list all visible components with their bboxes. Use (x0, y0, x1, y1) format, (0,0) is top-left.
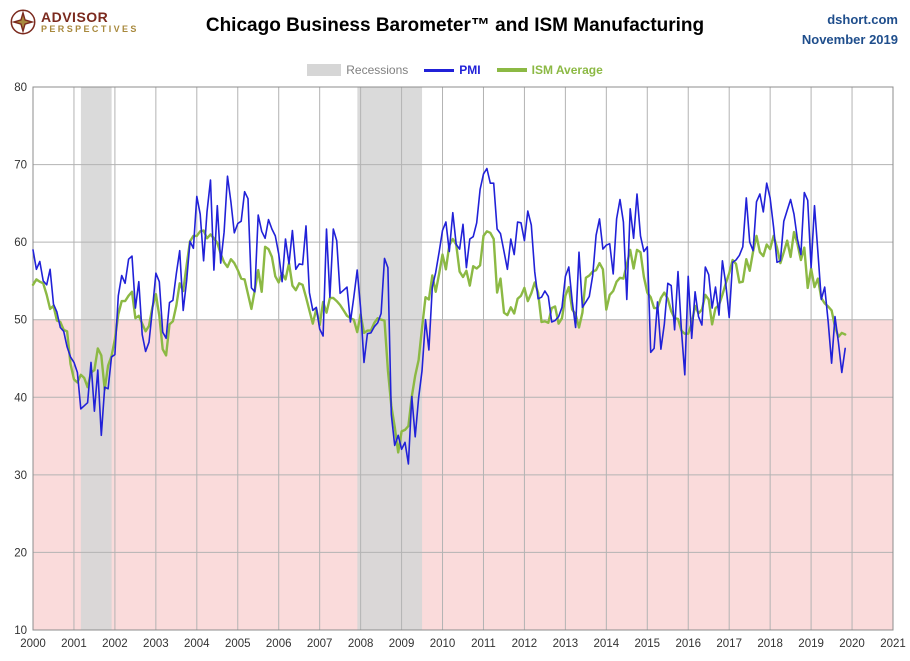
x-axis-tick-label: 2017 (716, 638, 742, 650)
x-axis-tick-label: 2012 (512, 638, 538, 650)
compass-logo-icon (10, 9, 36, 35)
y-axis-tick-label: 40 (14, 392, 27, 404)
header: ADVISOR PERSPECTIVES Chicago Business Ba… (0, 0, 910, 58)
pmi-label: PMI (459, 63, 481, 77)
brand-name: ADVISOR PERSPECTIVES (41, 10, 139, 34)
source-block: dshort.com November 2019 (802, 10, 898, 50)
page-title: Chicago Business Barometer™ and ISM Manu… (205, 15, 705, 36)
chart-plot: 10 20 30 40 50 60 70 80 2000 2001 2002 2003 2004 2005… (14, 82, 906, 650)
x-axis-tick-label: 2001 (61, 638, 87, 650)
y-axis-tick-label: 60 (14, 237, 27, 249)
x-axis-tick-label: 2006 (266, 638, 292, 650)
legend-item-pmi: PMI (424, 63, 481, 77)
legend-item-recessions: Recessions (307, 63, 408, 77)
x-axis-tick-label: 2015 (634, 638, 660, 650)
x-axis-tick-label: 2004 (184, 638, 210, 650)
x-axis-tick-label: 2013 (553, 638, 579, 650)
plot-border (32, 86, 894, 631)
recessions-swatch (307, 64, 342, 76)
source-date: November 2019 (801, 32, 898, 48)
x-axis-tick-label: 2019 (798, 638, 824, 650)
x-axis-tick-label: 2014 (594, 638, 620, 650)
advisor-perspectives-logo: ADVISOR PERSPECTIVES (10, 9, 139, 35)
y-axis-tick-label: 10 (14, 625, 27, 637)
x-axis-tick-label: 2007 (307, 638, 333, 650)
pmi-swatch (424, 68, 455, 72)
recessions-label: Recessions (346, 63, 409, 77)
chart-legend: Recessions PMI ISM Average (0, 58, 910, 82)
y-axis-tick-label: 70 (14, 160, 27, 172)
x-axis-tick-label: 2009 (389, 638, 415, 650)
x-axis-tick-label: 2018 (757, 638, 783, 650)
source-site[interactable]: dshort.com (827, 12, 898, 27)
x-axis-tick-label: 2021 (880, 638, 906, 650)
x-axis-tick-label: 2002 (102, 638, 128, 650)
y-axis-tick-label: 50 (14, 315, 27, 327)
x-axis-tick-label: 2000 (20, 638, 46, 650)
x-axis-tick-label: 2003 (143, 638, 169, 650)
legend-item-ism: ISM Average (496, 63, 603, 77)
ism-average-line (31, 229, 847, 454)
ism-swatch (496, 68, 527, 72)
x-axis-tick-label: 2008 (348, 638, 374, 650)
x-axis-tick-label: 2016 (675, 638, 701, 650)
x-axis-tick-label: 2005 (225, 638, 251, 650)
brand-line-1: ADVISOR (41, 8, 109, 25)
pmi-line (32, 167, 847, 465)
brand-line-2: PERSPECTIVES (41, 23, 139, 34)
y-axis-tick-label: 30 (14, 470, 27, 482)
x-axis-tick-label: 2011 (471, 638, 496, 650)
y-axis-tick-label: 20 (14, 547, 27, 559)
x-axis-tick-label: 2010 (430, 638, 456, 650)
ism-label: ISM Average (531, 63, 603, 77)
y-axis-tick-label: 80 (14, 82, 27, 94)
x-axis-tick-label: 2020 (839, 638, 865, 650)
